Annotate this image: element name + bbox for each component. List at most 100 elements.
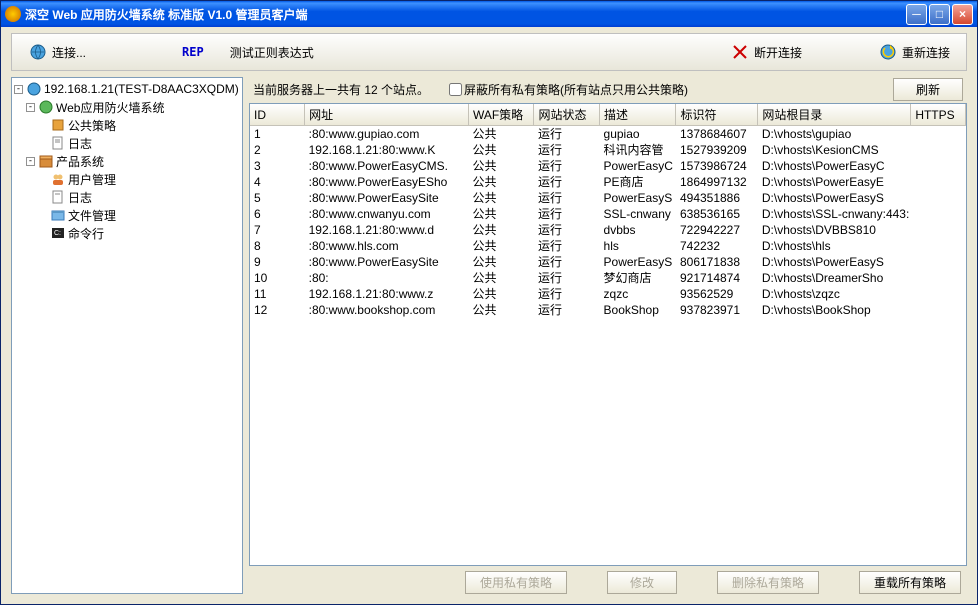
table-cell: 494351886 — [676, 190, 758, 206]
table-row[interactable]: 3:80:www.PowerEasyCMS.公共运行PowerEasyC1573… — [250, 158, 966, 174]
maximize-button[interactable]: □ — [929, 4, 950, 25]
table-row[interactable]: 4:80:www.PowerEasyESho公共运行PE商店1864997132… — [250, 174, 966, 190]
tree-logs[interactable]: 日志 — [14, 134, 240, 152]
server-sites-label: 当前服务器上一共有 12 个站点。 — [253, 81, 429, 98]
table-cell: PowerEasyS — [600, 190, 676, 206]
table-cell: 运行 — [534, 238, 600, 254]
tree-product-system[interactable]: - 产品系统 — [14, 152, 240, 170]
tree-waf-system[interactable]: - Web应用防火墙系统 — [14, 98, 240, 116]
tree-waf-label: Web应用防火墙系统 — [56, 99, 164, 116]
minimize-button[interactable]: ─ — [906, 4, 927, 25]
tree-user-mgmt-label: 用户管理 — [68, 171, 116, 188]
expand-icon[interactable]: - — [14, 85, 23, 94]
table-cell: 运行 — [534, 142, 600, 158]
column-header[interactable]: 标识符 — [676, 104, 758, 126]
reconnect-button[interactable]: 重新连接 — [870, 34, 958, 70]
table-cell — [911, 254, 966, 270]
table-cell: 921714874 — [676, 270, 758, 286]
mask-policy-input[interactable] — [449, 83, 462, 96]
table-cell: :80:www.PowerEasySite — [305, 190, 469, 206]
table-cell: 2 — [250, 142, 305, 158]
table-row[interactable]: 7192.168.1.21:80:www.d公共运行dvbbs722942227… — [250, 222, 966, 238]
product-icon — [38, 153, 54, 169]
table-cell: PowerEasyS — [600, 254, 676, 270]
table-cell: zqzc — [600, 286, 676, 302]
table-cell: 公共 — [468, 158, 534, 174]
tree-public-policy[interactable]: 公共策略 — [14, 116, 240, 134]
table-row[interactable]: 5:80:www.PowerEasySite公共运行PowerEasyS4943… — [250, 190, 966, 206]
table-cell — [911, 286, 966, 302]
table-cell: D:\vhosts\PowerEasyC — [758, 158, 911, 174]
column-header[interactable]: ID — [250, 104, 305, 126]
table-cell: :80:www.cnwanyu.com — [305, 206, 469, 222]
table-row[interactable]: 8:80:www.hls.com公共运行hls742232D:\vhosts\h… — [250, 238, 966, 254]
column-header[interactable]: 描述 — [600, 104, 676, 126]
table-cell: 10 — [250, 270, 305, 286]
table-row[interactable]: 6:80:www.cnwanyu.com公共运行SSL-cnwany638536… — [250, 206, 966, 222]
table-cell: 公共 — [468, 270, 534, 286]
tree-product-label: 产品系统 — [56, 153, 104, 170]
tree-user-mgmt[interactable]: 用户管理 — [14, 170, 240, 188]
table-cell: 运行 — [534, 158, 600, 174]
table-cell: 9 — [250, 254, 305, 270]
table-cell: D:\vhosts\DreamerSho — [758, 270, 911, 286]
table-row[interactable]: 9:80:www.PowerEasySite公共运行PowerEasyS8061… — [250, 254, 966, 270]
table-cell: 93562529 — [676, 286, 758, 302]
table-cell — [911, 158, 966, 174]
column-header[interactable]: WAF策略 — [468, 104, 534, 126]
table-cell: 公共 — [468, 142, 534, 158]
reload-all-button[interactable]: 重载所有策略 — [859, 571, 961, 594]
table-cell — [911, 190, 966, 206]
table-cell: 运行 — [534, 126, 600, 143]
close-button[interactable]: × — [952, 4, 973, 25]
tree-cmdline[interactable]: C: 命令行 — [14, 224, 240, 242]
column-header[interactable]: 网站根目录 — [758, 104, 911, 126]
connect-label: 连接... — [52, 44, 86, 61]
column-header[interactable]: 网站状态 — [534, 104, 600, 126]
column-header[interactable]: 网址 — [305, 104, 469, 126]
table-row[interactable]: 12:80:www.bookshop.com公共运行BookShop937823… — [250, 302, 966, 318]
table-cell: 公共 — [468, 286, 534, 302]
terminal-icon: C: — [50, 225, 66, 241]
table-cell — [911, 222, 966, 238]
tree-file-mgmt[interactable]: 文件管理 — [14, 206, 240, 224]
modify-button[interactable]: 修改 — [607, 571, 677, 594]
tree-panel: - 192.168.1.21(TEST-D8AAC3XQDM) - Web应用防… — [11, 77, 243, 594]
column-header[interactable]: HTTPS — [911, 104, 966, 126]
table-cell: D:\vhosts\BookShop — [758, 302, 911, 318]
expand-icon[interactable]: - — [26, 103, 35, 112]
table-cell — [911, 174, 966, 190]
table-cell: 742232 — [676, 238, 758, 254]
bottom-bar: 使用私有策略 修改 删除私有策略 重载所有策略 — [249, 566, 967, 594]
refresh-button[interactable]: 刷新 — [893, 78, 963, 101]
table-cell: 1378684607 — [676, 126, 758, 143]
rep-button[interactable]: REP — [174, 34, 212, 70]
toolbar: 连接... REP 测试正则表达式 断开连接 重新连接 — [11, 33, 967, 71]
use-private-button[interactable]: 使用私有策略 — [465, 571, 567, 594]
table-cell: 6 — [250, 206, 305, 222]
test-regex-button[interactable]: 测试正则表达式 — [222, 34, 322, 70]
table-cell: 梦幻商店 — [600, 270, 676, 286]
expand-icon[interactable]: - — [26, 157, 35, 166]
disconnect-button[interactable]: 断开连接 — [722, 34, 810, 70]
table-row[interactable]: 10:80:公共运行梦幻商店921714874D:\vhosts\Dreamer… — [250, 270, 966, 286]
connect-icon — [28, 42, 48, 62]
mask-policy-checkbox[interactable]: 屏蔽所有私有策略(所有站点只用公共策略) — [449, 81, 688, 98]
disconnect-label: 断开连接 — [754, 44, 802, 61]
connect-button[interactable]: 连接... — [20, 34, 94, 70]
delete-private-button[interactable]: 删除私有策略 — [717, 571, 819, 594]
table-cell: :80:www.gupiao.com — [305, 126, 469, 143]
table-cell: 运行 — [534, 302, 600, 318]
table-cell: 5 — [250, 190, 305, 206]
tree-logs-label: 日志 — [68, 135, 92, 152]
disconnect-icon — [730, 42, 750, 62]
table-row[interactable]: 1:80:www.gupiao.com公共运行gupiao1378684607D… — [250, 126, 966, 143]
table-row[interactable]: 11192.168.1.21:80:www.z公共运行zqzc93562529D… — [250, 286, 966, 302]
table-row[interactable]: 2192.168.1.21:80:www.K公共运行科讯内容管152793920… — [250, 142, 966, 158]
table-cell: dvbbs — [600, 222, 676, 238]
table-cell: hls — [600, 238, 676, 254]
tree-root[interactable]: - 192.168.1.21(TEST-D8AAC3XQDM) — [14, 80, 240, 98]
table-cell: 1573986724 — [676, 158, 758, 174]
tree-logs2[interactable]: 日志 — [14, 188, 240, 206]
sites-table[interactable]: ID网址WAF策略网站状态描述标识符网站根目录HTTPS 1:80:www.gu… — [250, 104, 966, 318]
